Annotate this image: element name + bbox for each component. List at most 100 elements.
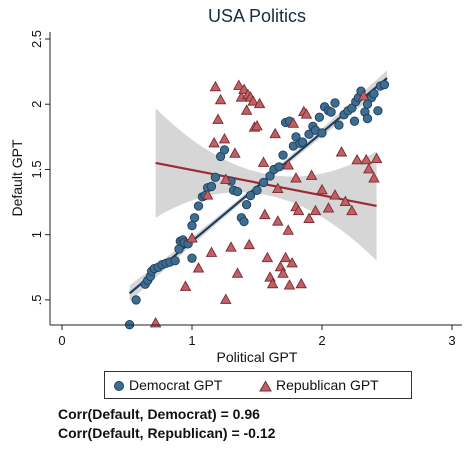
- republican-point: [316, 183, 328, 195]
- republican-point: [269, 127, 281, 139]
- legend-item-republican: Republican GPT: [259, 377, 379, 393]
- democrat-point: [206, 181, 217, 192]
- republican-point: [179, 280, 192, 291]
- x-tick-label: 0: [58, 333, 65, 348]
- republican-point: [192, 262, 205, 273]
- axes: 0 1 2 3 .5 1 1.5 2 2.5: [29, 30, 462, 348]
- republican-point: [370, 152, 383, 163]
- republican-point: [243, 238, 255, 250]
- republican-point: [329, 189, 341, 200]
- legend-label-democrat: Democrat GPT: [129, 377, 223, 393]
- scatter-chart: 0 1 2 3 .5 1 1.5 2 2.5 USA Politics Political GP…: [9, 6, 462, 365]
- republican-point: [218, 133, 231, 144]
- republican-point: [360, 153, 372, 165]
- republican-point: [214, 93, 227, 105]
- republican-point: [357, 89, 370, 101]
- data-points: [124, 79, 390, 330]
- republican-point: [292, 204, 305, 216]
- democrat-point: [187, 253, 197, 263]
- democrat-point: [170, 256, 180, 266]
- y-tick-label: 2.5: [29, 30, 44, 48]
- democrat-point: [274, 162, 284, 172]
- republican-point: [201, 189, 214, 200]
- democrat-point: [317, 128, 327, 138]
- democrat-point: [362, 99, 373, 109]
- x-tick-label: 2: [318, 333, 325, 348]
- republican-point: [309, 204, 322, 216]
- republican-point: [282, 224, 294, 235]
- republican-point: [212, 113, 224, 124]
- democrat-point: [258, 177, 269, 188]
- republican-point: [305, 169, 318, 180]
- republican-point: [231, 267, 244, 278]
- republican-point: [266, 277, 279, 289]
- republican-point: [322, 202, 335, 213]
- democrat-point: [297, 137, 308, 147]
- republican-point: [368, 172, 380, 183]
- republican-point: [363, 163, 375, 174]
- republican-point: [257, 156, 270, 167]
- x-axis-label: Political GPT: [217, 349, 298, 365]
- democrat-point: [330, 98, 340, 108]
- democrat-point: [187, 220, 197, 231]
- republican-point: [272, 182, 284, 193]
- republican-point: [346, 204, 358, 216]
- republican-point: [283, 279, 296, 290]
- triangle-marker-icon: [259, 380, 272, 392]
- y-axis-label: Default GPT: [9, 139, 25, 216]
- republican-point: [290, 172, 302, 183]
- democrat-point: [189, 213, 200, 223]
- democrat-point: [210, 172, 221, 182]
- republican-point: [261, 251, 274, 263]
- democrat-point: [349, 116, 360, 126]
- legend-label-republican: Republican GPT: [276, 377, 379, 393]
- republican-point: [279, 251, 292, 263]
- republican-point: [335, 146, 348, 157]
- circle-marker-icon: [114, 381, 124, 391]
- republican-point: [247, 95, 259, 106]
- democrat-point: [239, 216, 249, 227]
- republican-point: [225, 241, 237, 252]
- democrat-point: [362, 113, 373, 124]
- republican-point: [251, 119, 263, 131]
- republican-point: [238, 83, 250, 94]
- republican-point: [233, 79, 245, 90]
- republican-point: [300, 108, 313, 119]
- legend: Democrat GPT Republican GPT: [104, 371, 412, 399]
- democrat-point: [241, 200, 252, 210]
- corr-republican-annotation: Corr(Default, Republican) = -0.12: [58, 425, 276, 441]
- republican-point: [220, 173, 232, 184]
- corr-democrat-annotation: Corr(Default, Democrat) = 0.96: [58, 406, 260, 422]
- democrat-point: [131, 295, 141, 305]
- democrat-point: [252, 185, 262, 195]
- y-tick-label: .5: [29, 294, 44, 305]
- chart-title: USA Politics: [208, 6, 306, 26]
- republican-point: [209, 80, 222, 92]
- legend-item-democrat: Democrat GPT: [113, 377, 222, 393]
- republican-point: [208, 136, 220, 148]
- republican-point: [272, 215, 284, 226]
- republican-point: [220, 293, 232, 304]
- democrat-point: [369, 89, 379, 99]
- democrat-point: [219, 145, 230, 155]
- democrat-point: [326, 107, 336, 117]
- democrat-point: [232, 186, 243, 197]
- republican-point: [287, 117, 300, 128]
- democrat-point: [373, 106, 383, 116]
- republican-point: [186, 232, 198, 243]
- y-tick-label: 2: [29, 101, 44, 108]
- republican-point: [286, 256, 298, 268]
- x-tick-label: 3: [448, 333, 455, 348]
- democrat-point: [314, 112, 325, 122]
- y-tick-label: 1.5: [29, 160, 44, 178]
- democrat-point: [278, 150, 288, 160]
- democrat-point: [379, 80, 390, 90]
- republican-point: [351, 153, 363, 165]
- republican-point: [229, 147, 241, 158]
- republican-point: [303, 212, 315, 223]
- democrat-point: [334, 120, 344, 130]
- republican-point: [295, 277, 307, 289]
- y-tick-label: 1: [29, 231, 44, 238]
- republican-point: [339, 195, 352, 207]
- republican-point: [240, 104, 253, 115]
